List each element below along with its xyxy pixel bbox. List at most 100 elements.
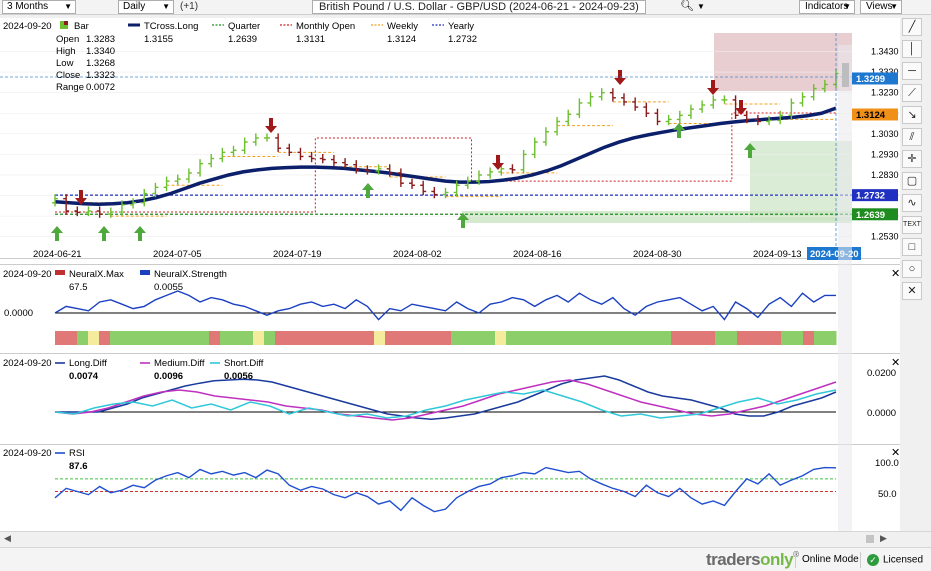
regime-cell	[759, 331, 771, 345]
regime-cell	[605, 331, 617, 345]
regime-cell	[165, 331, 177, 345]
price-bar	[609, 88, 616, 102]
price-bar	[208, 153, 215, 168]
regime-cell	[407, 331, 419, 345]
price-bar	[654, 108, 661, 126]
price-bar	[810, 84, 817, 101]
range-value: 3 Months	[7, 1, 49, 12]
high-label: High	[56, 46, 76, 57]
search-button[interactable]: 🔍︎ ▼	[680, 0, 708, 14]
price-tag-1.3299	[852, 72, 898, 85]
views-button[interactable]: Views ▼	[860, 0, 902, 14]
neuralx-pane[interactable]: 2024-09-20 NeuralX.Max 67.5 NeuralX.Streng…	[0, 264, 900, 345]
tcross-long-line	[54, 106, 837, 206]
legend-series-value: 87.6	[69, 461, 88, 472]
price-bar	[509, 164, 516, 174]
regime-cell	[660, 331, 672, 345]
price-bar	[475, 170, 482, 185]
regime-cell	[396, 331, 408, 345]
price-bar	[420, 180, 427, 196]
price-bar	[542, 127, 549, 146]
interval-dropdown[interactable]: Daily ▼	[118, 0, 174, 14]
horizontal-scrollbar[interactable]: ◀ ▶	[0, 531, 931, 545]
diff-axis-top: 0.0200	[867, 368, 896, 379]
regime-cell	[693, 331, 705, 345]
diff-axis-zero: 0.0000	[867, 408, 896, 419]
close-pane-icon[interactable]: ✕	[891, 268, 900, 280]
horizontal-line-tool-icon[interactable]: ─	[902, 62, 922, 80]
regime-cell	[429, 331, 441, 345]
range-dropdown[interactable]: 3 Months ▼	[2, 0, 76, 14]
price-bar	[676, 110, 683, 124]
regime-cell	[781, 331, 793, 345]
price-bar	[409, 178, 416, 189]
crosshair-tool-icon[interactable]: ✛	[902, 150, 922, 168]
buy-signal-arrow	[362, 183, 374, 198]
scroll-right-icon[interactable]: ▶	[880, 533, 887, 543]
license-status[interactable]: ✓ Licensed	[860, 552, 929, 568]
rsi-pane[interactable]: 2024-09-20 RSI 87.6 100.0 50.0 ✕	[0, 444, 900, 513]
curve-tool-icon[interactable]: ∿	[902, 194, 922, 212]
online-mode-indicator[interactable]: Online Mode	[795, 552, 865, 568]
price-tick-label: 1.3230	[871, 88, 899, 98]
legend-series-name: NeuralX.Strength	[154, 269, 227, 280]
buy-signal-arrow	[457, 213, 469, 228]
regime-cell	[770, 331, 782, 345]
instrument-title[interactable]: British Pound / U.S. Dollar - GBP/USD (2…	[312, 0, 646, 14]
note-tool-icon[interactable]: ▢	[902, 172, 922, 190]
price-bar	[308, 151, 315, 163]
long-diff-line	[55, 375, 837, 420]
close-pane-icon[interactable]: ✕	[891, 447, 900, 459]
price-tag-label: 1.3299	[856, 74, 885, 85]
regime-cell	[352, 331, 364, 345]
interval-value: Daily	[123, 1, 146, 12]
open-label: Open	[56, 34, 79, 45]
date-tick-label: 2024-08-02	[393, 249, 442, 260]
price-bar	[464, 176, 471, 189]
chart-panes[interactable]: 1.34301.33301.32301.31301.30301.29301.28…	[0, 15, 900, 531]
offset-label[interactable]: (+1)	[180, 1, 199, 12]
regime-cell	[77, 331, 89, 345]
price-bar	[766, 115, 773, 126]
rsi-line	[54, 466, 837, 513]
legend-series-name: Quarter	[228, 21, 260, 32]
sell-signal-arrow	[735, 100, 747, 115]
price-pane[interactable]: 1.34301.33301.32301.31301.30301.29301.28…	[0, 18, 900, 260]
rectangle-tool-icon[interactable]: □	[902, 238, 922, 256]
price-tick-label: 1.2530	[871, 232, 899, 242]
scroll-thumb[interactable]	[866, 535, 874, 543]
range-value: 0.0072	[86, 82, 115, 93]
channel-tool-icon[interactable]: ⫽	[902, 128, 922, 146]
legend-series-value: 0.0096	[154, 371, 183, 382]
legend-series-value: 1.2732	[448, 34, 477, 45]
text-tool-icon[interactable]: TEXT	[902, 216, 922, 234]
price-bar	[687, 104, 694, 120]
monthly-open-line	[55, 112, 836, 213]
price-bar	[565, 109, 572, 126]
regime-cell	[803, 331, 815, 345]
indicators-button[interactable]: Indicators ▼	[799, 0, 855, 14]
close-value: 1.3323	[86, 70, 115, 81]
regime-cell	[616, 331, 628, 345]
regime-cell	[286, 331, 298, 345]
price-bar	[520, 149, 527, 174]
arrow-tool-icon[interactable]: ↘	[902, 106, 922, 124]
legend-series-name: Medium.Diff	[154, 358, 205, 369]
ray-tool-icon[interactable]: ⟋	[902, 84, 922, 102]
ellipse-tool-icon[interactable]: ○	[902, 260, 922, 278]
trendline-tool-icon[interactable]: ╱	[902, 18, 922, 36]
close-label: Close	[56, 70, 80, 81]
support-zone	[750, 141, 852, 221]
legend-series-value: 0.0056	[224, 371, 253, 382]
legend-series-name: RSI	[69, 448, 85, 459]
diff-pane[interactable]: 2024-09-20 Long.Diff 0.0074 Medium.Diff 0.0…	[0, 353, 900, 421]
delete-drawings-icon[interactable]: ✕	[902, 282, 922, 300]
regime-cell	[825, 331, 837, 345]
close-pane-icon[interactable]: ✕	[891, 357, 900, 369]
vertical-line-tool-icon[interactable]: │	[902, 40, 922, 58]
regime-cell	[638, 331, 650, 345]
price-tick-label: 1.2930	[871, 149, 899, 159]
regime-cell	[209, 331, 221, 345]
regime-cell	[594, 331, 606, 345]
scroll-left-icon[interactable]: ◀	[4, 533, 11, 543]
